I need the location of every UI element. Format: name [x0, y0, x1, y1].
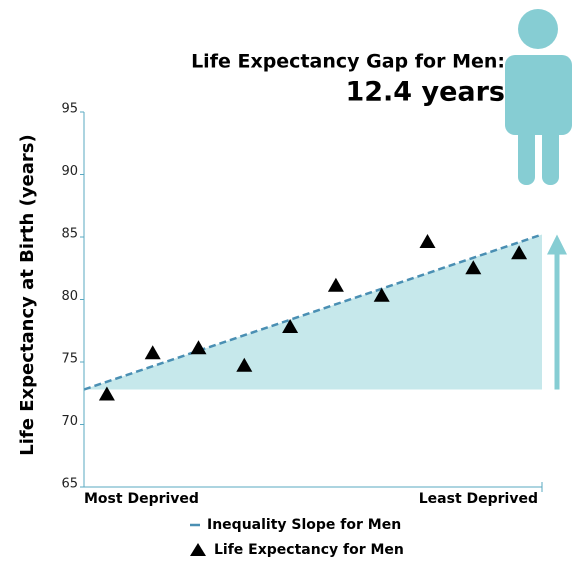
legend-label: Inequality Slope for Men: [207, 517, 401, 533]
y-tick-label: 70: [61, 414, 78, 429]
triangle-marker: [144, 345, 161, 360]
triangle-marker: [190, 340, 207, 355]
triangle-marker: [419, 234, 436, 248]
triangle-marker: [236, 357, 253, 372]
chart-subtitle: 12.4 years: [345, 77, 505, 108]
x-start-label: Most Deprived: [84, 491, 199, 507]
y-tick-label: 85: [61, 227, 78, 242]
y-tick-label: 90: [61, 164, 78, 179]
chart-title: Life Expectancy Gap for Men:: [191, 51, 505, 73]
legend-label: Life Expectancy for Men: [214, 542, 404, 558]
gap-arrow-head: [547, 234, 567, 255]
triangle-marker: [465, 260, 482, 275]
legend-triangle: [190, 543, 206, 556]
y-tick-label: 80: [61, 289, 78, 304]
person-icon: [505, 9, 572, 185]
y-tick-label: 75: [61, 352, 78, 367]
triangle-marker: [327, 277, 344, 292]
y-tick-label: 65: [61, 477, 78, 492]
slope-line: [83, 233, 543, 391]
triangle-marker: [373, 287, 390, 302]
triangle-marker: [282, 319, 299, 333]
y-axis-label: Life Expectancy at Birth (years): [17, 134, 38, 455]
x-end-label: Least Deprived: [419, 491, 538, 507]
y-tick-label: 95: [61, 102, 78, 117]
triangle-marker: [98, 386, 115, 401]
triangle-marker: [511, 245, 528, 260]
